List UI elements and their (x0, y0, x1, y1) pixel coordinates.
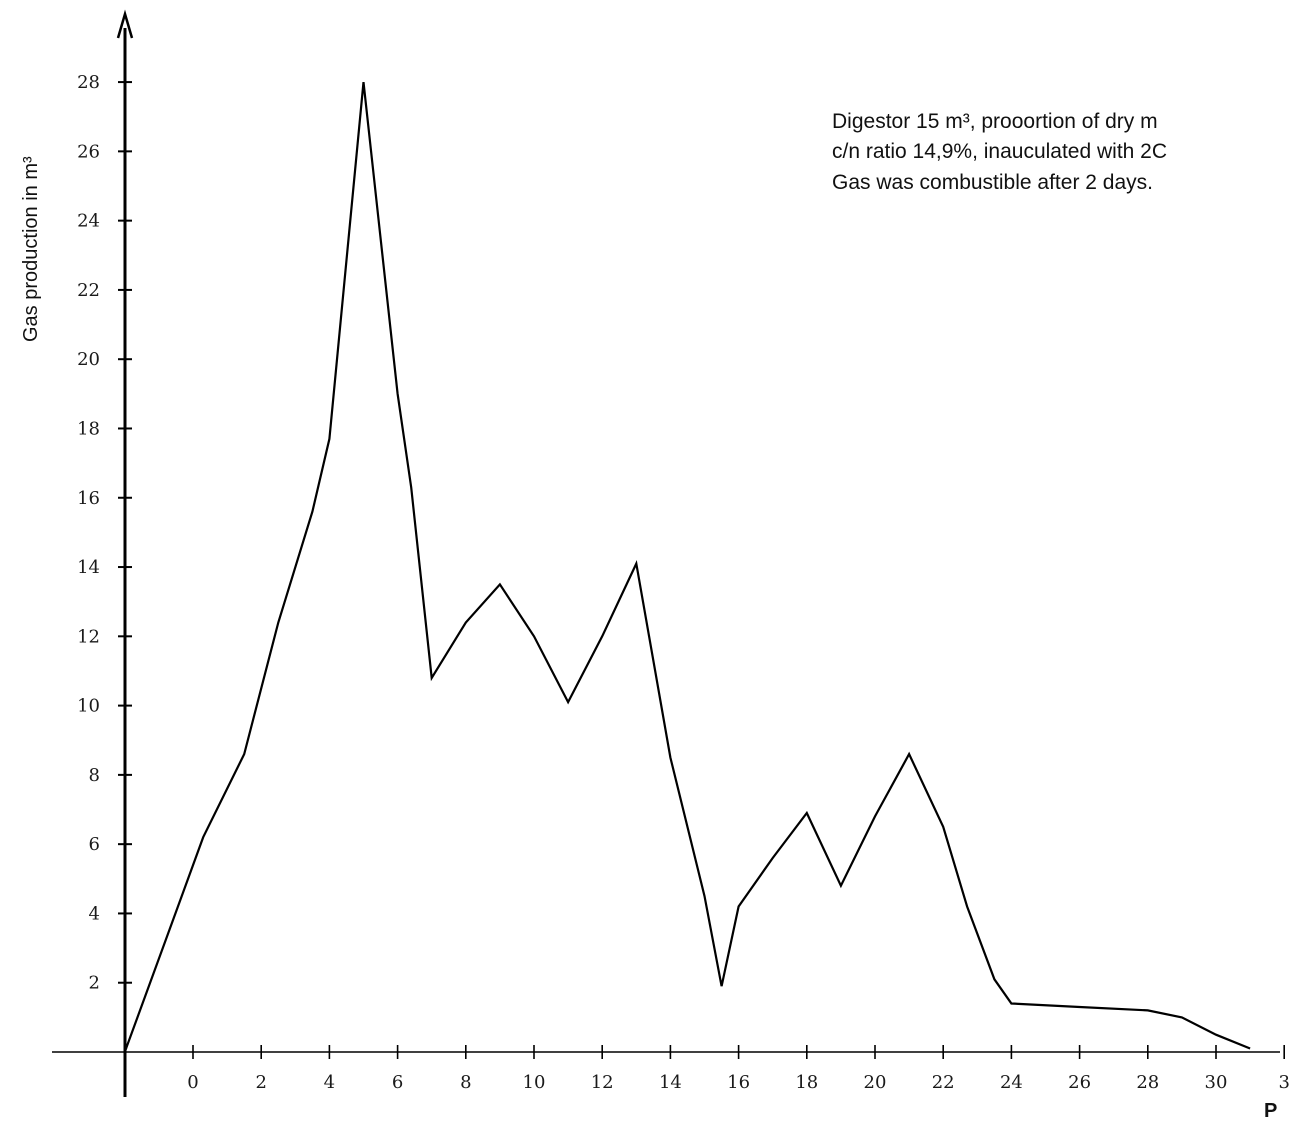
y-tick-label: 8 (89, 765, 100, 786)
annotation-line-2: c/n ratio 14,9%, inauculated with 2C (832, 140, 1167, 163)
x-tick-label: 28 (1136, 1072, 1159, 1093)
x-ticks: 0 2 4 6 8 10 12 14 16 18 20 22 24 26 28 30 3 (187, 1045, 1290, 1093)
y-tick-label: 18 (77, 418, 100, 439)
axes (52, 9, 1280, 1097)
x-axis-title: P (1264, 1100, 1277, 1122)
x-tick-label: 22 (932, 1072, 955, 1093)
y-tick-label: 4 (89, 903, 100, 924)
x-tick-label: 16 (727, 1072, 750, 1093)
y-axis-title: Gas production in m³ (20, 156, 42, 342)
x-tick-label: 12 (591, 1072, 614, 1093)
y-axis-arrow (116, 9, 134, 39)
y-tick-label: 24 (77, 211, 100, 232)
annotation-line-3: Gas was combustible after 2 days. (832, 171, 1153, 194)
x-tick-label: 26 (1068, 1072, 1091, 1093)
x-tick-label: 3 (1278, 1072, 1289, 1093)
y-tick-label: 6 (89, 834, 100, 855)
y-tick-label: 22 (77, 280, 100, 301)
annotation-block: Digestor 15 m³, prooortion of dry m c/n … (832, 110, 1167, 194)
x-tick-label: 10 (523, 1072, 546, 1093)
y-tick-label: 14 (77, 557, 100, 578)
x-tick-label: 24 (1000, 1072, 1023, 1093)
y-tick-label: 20 (77, 349, 100, 370)
x-tick-label: 8 (460, 1072, 471, 1093)
y-tick-label: 16 (77, 488, 100, 509)
annotation-line-1: Digestor 15 m³, prooortion of dry m (832, 110, 1158, 133)
y-tick-label: 26 (77, 141, 100, 162)
y-tick-label: 28 (77, 72, 100, 93)
x-tick-label: 2 (255, 1072, 266, 1093)
y-tick-label: 12 (77, 626, 100, 647)
x-tick-label: 4 (324, 1072, 335, 1093)
x-tick-label: 30 (1205, 1072, 1228, 1093)
x-tick-label: 0 (187, 1072, 198, 1093)
gas-production-series-line (123, 81, 1251, 1053)
y-tick-label: 2 (89, 973, 100, 994)
x-tick-label: 20 (864, 1072, 887, 1093)
x-tick-label: 18 (795, 1072, 818, 1093)
x-tick-label: 6 (392, 1072, 403, 1093)
y-tick-label: 10 (77, 696, 100, 717)
x-tick-label: 14 (659, 1072, 682, 1093)
